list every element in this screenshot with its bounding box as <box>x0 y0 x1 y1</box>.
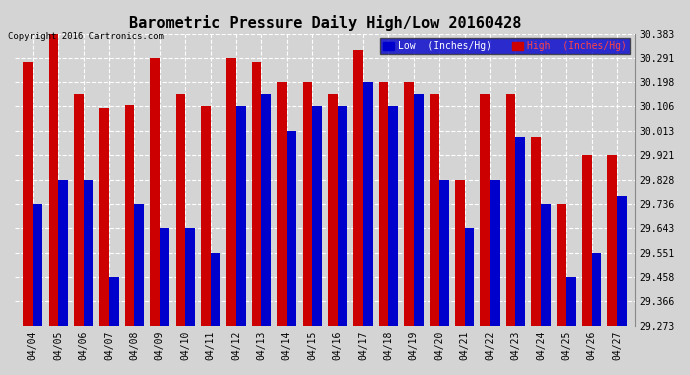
Bar <box>414 94 424 326</box>
Bar <box>99 108 109 326</box>
Bar <box>404 82 414 326</box>
Bar <box>83 180 93 326</box>
Bar <box>58 180 68 326</box>
Bar <box>363 82 373 326</box>
Bar <box>490 180 500 326</box>
Bar <box>135 204 144 326</box>
Bar <box>328 94 337 326</box>
Bar <box>23 62 33 326</box>
Bar <box>303 82 313 326</box>
Bar <box>175 94 185 326</box>
Legend: Low  (Inches/Hg), High  (Inches/Hg): Low (Inches/Hg), High (Inches/Hg) <box>380 38 630 54</box>
Bar <box>617 196 627 326</box>
Bar <box>464 228 474 326</box>
Bar <box>109 277 119 326</box>
Bar <box>607 155 617 326</box>
Bar <box>252 62 262 326</box>
Bar <box>210 253 220 326</box>
Bar <box>226 58 236 326</box>
Bar <box>440 180 449 326</box>
Bar <box>313 106 322 326</box>
Bar <box>236 106 246 326</box>
Bar <box>74 94 83 326</box>
Bar <box>506 94 515 326</box>
Bar <box>277 82 287 326</box>
Bar <box>430 94 440 326</box>
Bar <box>353 50 363 326</box>
Bar <box>582 155 592 326</box>
Bar <box>150 58 160 326</box>
Bar <box>557 204 566 326</box>
Bar <box>337 106 347 326</box>
Bar <box>592 253 602 326</box>
Text: Copyright 2016 Cartronics.com: Copyright 2016 Cartronics.com <box>8 32 164 41</box>
Bar <box>541 204 551 326</box>
Bar <box>515 137 525 326</box>
Bar <box>531 137 541 326</box>
Bar <box>48 33 58 326</box>
Bar <box>125 105 135 326</box>
Bar <box>455 180 464 326</box>
Title: Barometric Pressure Daily High/Low 20160428: Barometric Pressure Daily High/Low 20160… <box>129 15 521 31</box>
Bar <box>480 94 490 326</box>
Bar <box>262 94 271 326</box>
Bar <box>566 277 576 326</box>
Bar <box>388 106 398 326</box>
Bar <box>379 82 388 326</box>
Bar <box>33 204 43 326</box>
Bar <box>201 106 210 326</box>
Bar <box>287 131 297 326</box>
Bar <box>160 228 170 326</box>
Bar <box>185 228 195 326</box>
